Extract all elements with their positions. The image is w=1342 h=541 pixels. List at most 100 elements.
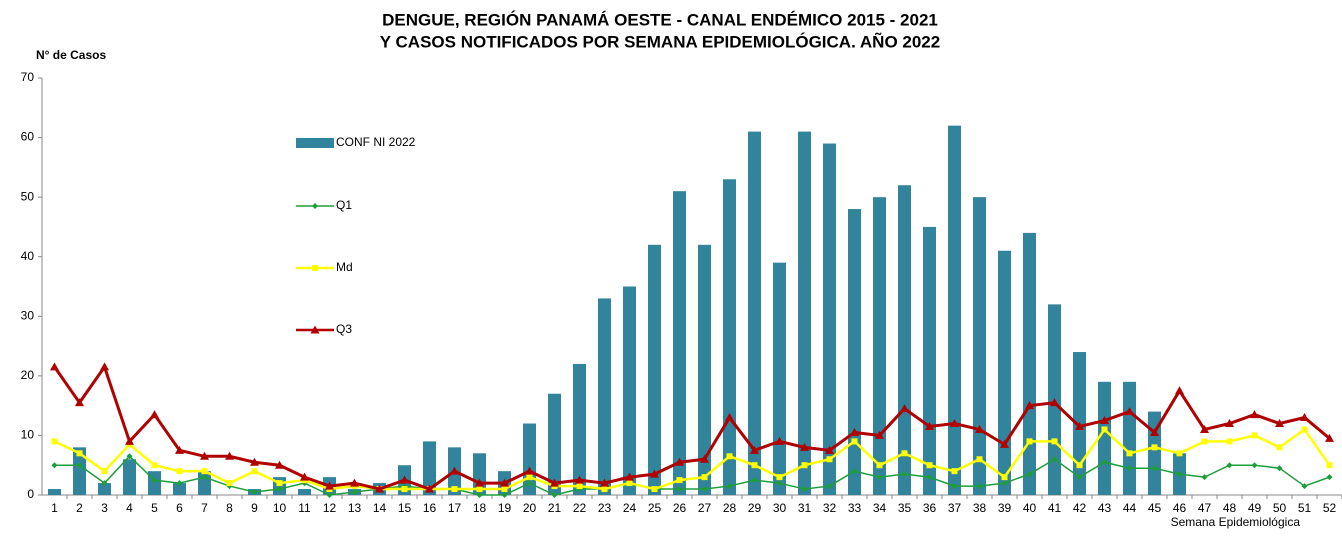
line-marker: [525, 466, 534, 475]
line-marker: [850, 427, 859, 436]
line-marker: [925, 421, 934, 430]
line-marker: [1051, 456, 1058, 463]
bar: [923, 226, 936, 495]
x-tick-label: 37: [948, 501, 962, 515]
line-marker: [1326, 462, 1333, 469]
line-marker: [1300, 413, 1309, 422]
line-marker: [75, 398, 84, 407]
line-marker: [451, 486, 458, 493]
bar: [723, 179, 736, 495]
line-marker: [851, 438, 858, 445]
x-tick-label: 20: [523, 501, 537, 515]
line: [53, 427, 1331, 491]
line-marker: [875, 430, 884, 439]
bar: [198, 471, 211, 495]
y-tick-label: 20: [21, 368, 35, 382]
line-marker: [951, 468, 958, 475]
line-marker: [125, 436, 134, 445]
x-tick-label: 10: [273, 501, 287, 515]
line-marker: [601, 486, 608, 493]
bar: [898, 185, 911, 495]
x-tick-label: 22: [573, 501, 587, 515]
line-marker: [526, 480, 533, 487]
x-tick-label: 17: [448, 501, 462, 515]
x-tick-label: 12: [323, 501, 337, 515]
line-marker: [1126, 465, 1133, 472]
x-tick-label: 24: [623, 501, 637, 515]
line-marker: [425, 484, 434, 493]
line-marker: [276, 486, 283, 493]
x-tick-label: 2: [76, 501, 83, 515]
bar: [48, 489, 61, 495]
line-marker: [701, 474, 708, 481]
line-marker: [851, 468, 858, 475]
line-marker: [50, 362, 59, 371]
line-marker: [650, 469, 659, 478]
line-marker: [1050, 398, 1059, 407]
line-marker: [475, 478, 484, 487]
bar: [1148, 411, 1161, 495]
line-marker: [1001, 480, 1008, 487]
x-tick-label: 1: [51, 501, 58, 515]
line-marker: [1225, 419, 1234, 428]
line-marker: [251, 468, 258, 475]
line-marker: [975, 424, 984, 433]
line-marker: [76, 450, 83, 457]
line-marker: [300, 472, 309, 481]
x-tick-label: 47: [1198, 501, 1212, 515]
x-tick-label: 29: [748, 501, 762, 515]
line-marker: [526, 474, 533, 481]
bar: [748, 131, 761, 495]
line-marker: [251, 489, 258, 496]
line-marker: [751, 462, 758, 469]
line-marker: [801, 486, 808, 493]
line-marker: [250, 457, 259, 466]
line-marker: [1226, 462, 1233, 469]
line-marker: [400, 475, 409, 484]
x-tick-label: 19: [498, 501, 512, 515]
line-marker: [550, 478, 559, 487]
line-marker: [51, 462, 58, 469]
x-tick-label: 4: [126, 501, 133, 515]
y-tick-label: 60: [21, 130, 35, 144]
x-tick-label: 39: [998, 501, 1012, 515]
x-tick-label: 42: [1073, 501, 1087, 515]
line-marker: [275, 460, 284, 469]
x-tick-label: 9: [251, 501, 258, 515]
bar: [123, 459, 136, 495]
line-marker: [450, 466, 459, 475]
legend-marker: [312, 265, 318, 271]
line-marker: [1126, 450, 1133, 457]
line-marker: [1176, 471, 1183, 478]
x-tick-label: 48: [1223, 501, 1237, 515]
x-axis-label: Semana Epidemiológica: [1171, 515, 1301, 529]
line-marker: [176, 480, 183, 487]
legend-label: Q1: [336, 198, 352, 212]
line-marker: [725, 413, 734, 422]
x-tick-label: 49: [1248, 501, 1262, 515]
x-tick-label: 5: [151, 501, 158, 515]
legend-label: Q3: [336, 322, 352, 336]
line-marker: [950, 419, 959, 428]
x-tick-label: 45: [1148, 501, 1162, 515]
line-marker: [401, 486, 408, 493]
bar: [98, 483, 111, 495]
bar: [548, 393, 561, 495]
bar: [573, 363, 586, 495]
line-marker: [1325, 433, 1334, 442]
x-tick-label: 6: [176, 501, 183, 515]
line-marker: [901, 450, 908, 457]
chart-title: DENGUE, REGIÓN PANAMÁ OESTE - CANAL ENDÉ…: [382, 10, 938, 29]
line-marker: [176, 468, 183, 475]
x-tick-label: 25: [648, 501, 662, 515]
line-marker: [1051, 438, 1058, 445]
legend-marker: [312, 203, 318, 209]
x-tick-label: 51: [1298, 501, 1312, 515]
line-marker: [726, 483, 733, 490]
bar: [798, 131, 811, 495]
line-marker: [51, 438, 58, 445]
x-tick-label: 52: [1323, 501, 1337, 515]
x-tick-label: 11: [298, 501, 311, 515]
bar: [1123, 381, 1136, 495]
